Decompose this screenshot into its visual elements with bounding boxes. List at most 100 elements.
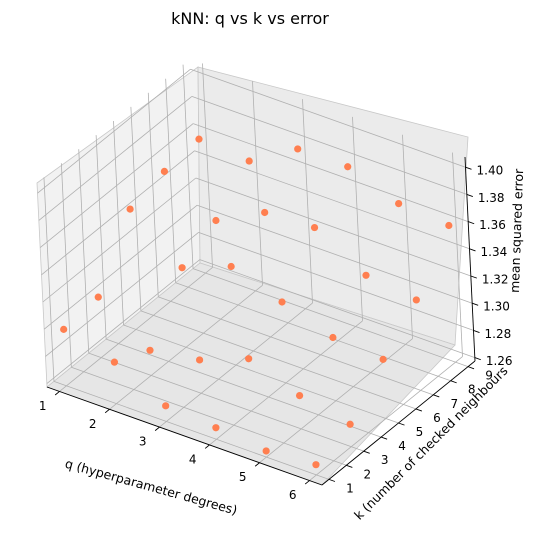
z-tick [473, 329, 480, 333]
y-tick [398, 422, 405, 426]
x-gridline-back [352, 116, 363, 321]
chart-title: kNN: q vs k vs error [171, 9, 329, 28]
z-gridline-left [41, 150, 195, 276]
z-tick [468, 221, 475, 225]
z-tick [466, 193, 473, 197]
y-gridline-left [95, 135, 107, 340]
y-tick-label: 1 [346, 481, 354, 495]
z-tick-label: 1.28 [485, 327, 512, 341]
z-gridline-back [199, 259, 475, 358]
z-tick-label: 1.40 [477, 164, 504, 178]
x-axis-line [46, 386, 323, 486]
z-gridline-left [39, 123, 194, 248]
scatter-point [294, 145, 302, 153]
scatter-point [94, 293, 102, 301]
scatter-point [412, 296, 420, 304]
z-gridline-back [198, 232, 474, 331]
z-gridline-left [43, 204, 198, 330]
scatter-point [312, 461, 320, 469]
y-tick [346, 464, 353, 468]
scatter-point [346, 420, 354, 428]
y-tick [450, 380, 457, 384]
x-tick [254, 462, 260, 467]
y-tick-label: 8 [468, 383, 476, 397]
z-tick-label: 1.34 [481, 245, 508, 259]
z-gridline-back [197, 204, 473, 304]
y-tick [380, 436, 388, 440]
x-tick [304, 480, 310, 485]
z-gridline-left [42, 177, 197, 303]
y-gridline-left [113, 120, 124, 326]
scatter-point [261, 208, 269, 217]
x-tick-label: 6 [289, 488, 297, 502]
x-gridline-back [252, 81, 263, 286]
z-tick [474, 357, 481, 361]
y-tick [467, 366, 475, 370]
x-tick-label: 1 [39, 399, 47, 413]
z-gridline-back [190, 68, 466, 168]
x-tick-label: 5 [239, 470, 247, 484]
y-gridline-floor [88, 352, 364, 452]
scatter-point [126, 205, 134, 213]
x-tick [54, 391, 60, 396]
z-gridline-back [193, 123, 469, 222]
z-tick-label: 1.32 [482, 272, 509, 286]
scatter-point [245, 157, 253, 165]
scatter-point [329, 333, 337, 342]
x-tick-label: 4 [189, 452, 197, 466]
x-tick [204, 444, 210, 449]
y-gridline-floor [71, 366, 347, 466]
scatter-point [60, 325, 68, 333]
x-gridline-back [402, 134, 413, 339]
z-tick-label: 1.38 [478, 191, 505, 205]
y-gridline-floor [140, 310, 417, 410]
y-tick-label: 4 [398, 439, 406, 453]
y-gridline-left [43, 177, 55, 382]
x-tick-label: 3 [139, 435, 147, 449]
y-tick [433, 394, 440, 398]
z-gridline-back [195, 177, 471, 277]
y-gridline-left [78, 149, 90, 354]
data-points [60, 135, 453, 469]
z-tick-label: 1.26 [486, 354, 513, 368]
tick-marks [54, 166, 481, 485]
z-gridline-left [37, 68, 191, 194]
x-tick-label: 2 [89, 417, 97, 431]
scatter-point [146, 346, 154, 354]
z-axis-line [464, 156, 476, 362]
scatter-point [262, 447, 270, 455]
scatter-point [195, 356, 204, 364]
scatter-point [212, 424, 220, 432]
scatter-point [295, 391, 304, 400]
z-gridline-left [38, 96, 193, 221]
y-tick [328, 478, 336, 482]
scatter-point [178, 264, 186, 272]
z-gridline-back [194, 150, 470, 250]
z-tick [465, 166, 472, 170]
x-gridline-back [202, 63, 213, 268]
scatter-point [344, 163, 352, 171]
scatter-point [227, 262, 235, 271]
scatter-point [212, 216, 220, 225]
y-gridline-left [130, 106, 142, 311]
y-tick-label: 5 [416, 425, 424, 439]
y-gridline-left [182, 64, 194, 269]
y-gridline-floor [175, 282, 451, 382]
y-tick-label: 3 [381, 453, 389, 467]
y-gridline-left [60, 163, 72, 368]
z-tick [469, 248, 476, 252]
y-gridline-left [165, 78, 177, 283]
scatter-point [160, 167, 169, 175]
y-tick [363, 450, 370, 454]
scatter-point [362, 271, 370, 279]
y-gridline-floor [192, 268, 469, 368]
scatter-point [445, 221, 453, 230]
x-gridline-back [302, 99, 313, 304]
scatter-point [278, 298, 286, 306]
scatter-point [110, 358, 119, 366]
y-gridline-floor [105, 338, 382, 438]
z-tick [470, 275, 477, 279]
y-gridline-floor [158, 296, 434, 396]
x-axis-label: q (hyperparameter degrees) [63, 456, 239, 518]
